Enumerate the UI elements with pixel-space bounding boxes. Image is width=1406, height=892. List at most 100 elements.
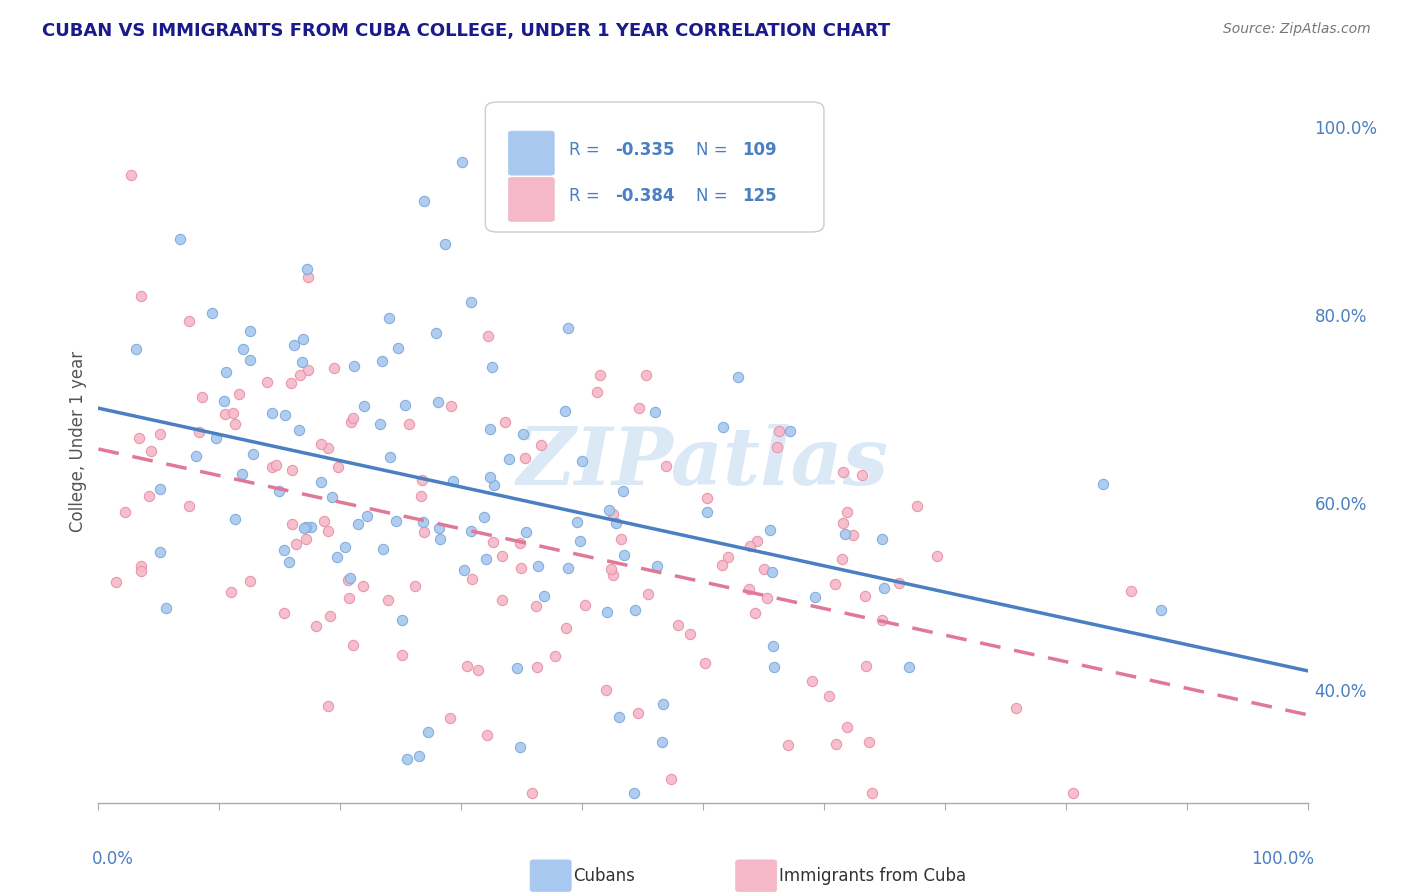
Point — [311, 436, 333, 450]
Point — [441, 474, 464, 488]
Point — [509, 536, 531, 550]
Point — [768, 424, 790, 438]
Point — [129, 564, 152, 578]
Point — [149, 483, 172, 497]
Point — [368, 417, 391, 431]
Point — [339, 571, 361, 585]
Point — [530, 438, 553, 452]
Point — [129, 558, 152, 573]
Point — [281, 516, 304, 531]
Text: -0.384: -0.384 — [614, 187, 675, 205]
Point — [837, 719, 859, 733]
Point — [461, 573, 484, 587]
Point — [387, 341, 409, 355]
Point — [762, 640, 785, 654]
Point — [853, 589, 876, 603]
Point — [231, 467, 253, 482]
Point — [342, 411, 364, 425]
Point — [835, 505, 858, 519]
Point — [623, 603, 645, 617]
Point — [378, 310, 401, 325]
Point — [905, 499, 928, 513]
Point — [1062, 786, 1084, 800]
Point — [472, 510, 495, 524]
Point — [889, 576, 911, 591]
Point — [291, 355, 314, 369]
Y-axis label: College, Under 1 year: College, Under 1 year — [69, 351, 87, 533]
Point — [515, 524, 537, 539]
Point — [242, 446, 264, 460]
Point — [413, 524, 436, 539]
Point — [855, 659, 877, 673]
Point — [418, 724, 440, 739]
Point — [872, 582, 894, 596]
Point — [717, 550, 740, 565]
Point — [481, 359, 503, 374]
Point — [598, 503, 620, 517]
Point — [1150, 603, 1173, 617]
Point — [316, 441, 339, 455]
Point — [283, 338, 305, 352]
Point — [765, 440, 787, 454]
Point — [433, 236, 456, 251]
Point — [371, 354, 394, 368]
Point — [546, 214, 568, 228]
Point — [297, 262, 319, 277]
Point — [214, 365, 236, 379]
Point — [565, 515, 588, 529]
Point — [747, 534, 769, 549]
FancyBboxPatch shape — [485, 102, 824, 232]
Point — [114, 506, 136, 520]
Point — [285, 537, 308, 551]
Point — [596, 605, 619, 619]
Point — [554, 404, 576, 418]
Point — [222, 406, 245, 420]
Point — [756, 591, 779, 605]
FancyBboxPatch shape — [509, 131, 554, 175]
Point — [408, 748, 430, 763]
Point — [316, 524, 339, 538]
Point — [600, 562, 623, 576]
Point — [526, 660, 548, 674]
Point — [232, 342, 254, 356]
Point — [394, 398, 416, 412]
Point — [291, 332, 314, 346]
Point — [219, 585, 242, 599]
Point — [169, 232, 191, 246]
Point — [818, 689, 841, 703]
Point — [184, 449, 207, 463]
Point — [391, 648, 413, 663]
Point — [319, 608, 342, 623]
Point — [260, 460, 283, 475]
Point — [526, 559, 548, 574]
Point — [679, 626, 702, 640]
Point — [1119, 583, 1142, 598]
Point — [398, 417, 420, 432]
Point — [264, 458, 287, 473]
Point — [759, 523, 782, 537]
Point — [256, 375, 278, 389]
Point — [262, 406, 284, 420]
Point — [652, 697, 675, 711]
Point — [333, 540, 356, 554]
Point — [693, 656, 716, 670]
Point — [482, 478, 505, 492]
Text: R =: R = — [569, 187, 605, 205]
Point — [138, 489, 160, 503]
Point — [574, 598, 596, 612]
Point — [804, 590, 827, 604]
Point — [187, 425, 209, 440]
Point — [666, 618, 689, 632]
Text: 100.0%: 100.0% — [1250, 850, 1313, 868]
Point — [104, 575, 127, 590]
Point — [607, 710, 630, 724]
Point — [273, 543, 295, 558]
Point — [425, 326, 447, 341]
Point — [520, 786, 543, 800]
Text: R =: R = — [569, 141, 605, 159]
Point — [224, 512, 246, 526]
Point — [380, 450, 402, 464]
Point — [898, 660, 921, 674]
Point — [274, 408, 297, 422]
Point — [494, 415, 516, 429]
